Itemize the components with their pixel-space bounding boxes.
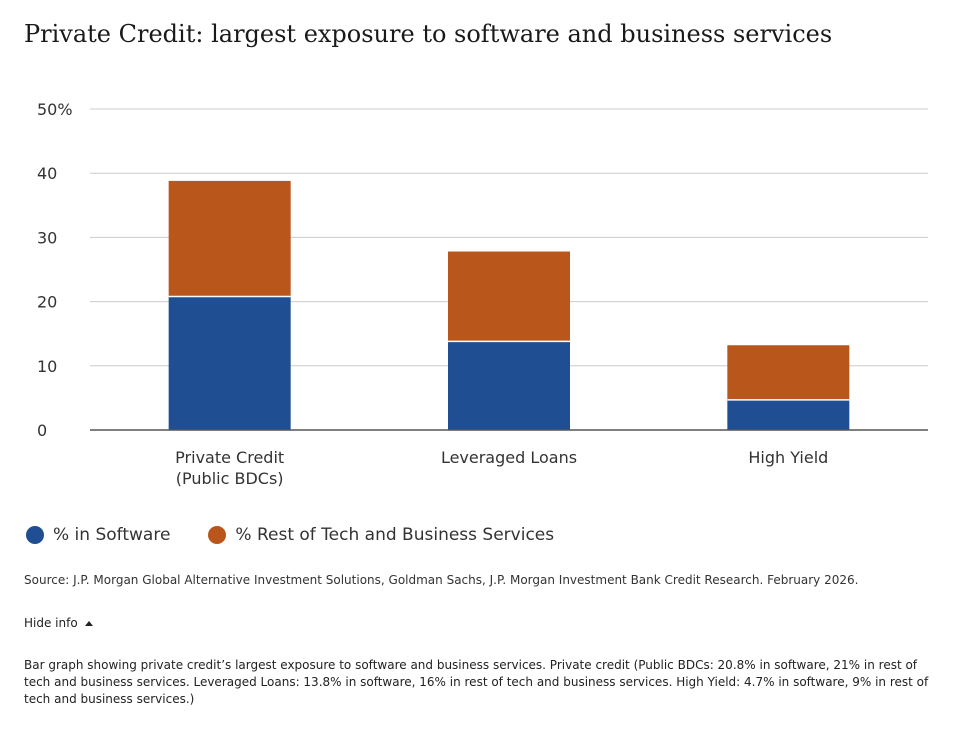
y-tick-label: 0 — [37, 421, 47, 440]
legend-item-rest: % Rest of Tech and Business Services — [208, 525, 554, 545]
legend-label-rest: % Rest of Tech and Business Services — [235, 525, 555, 545]
bar-software — [448, 341, 570, 430]
bar-software — [727, 399, 850, 430]
legend-swatch-software — [26, 526, 44, 544]
bars — [90, 180, 928, 431]
legend-swatch-rest — [208, 526, 227, 544]
x-tick-label: Private Credit — [175, 448, 284, 467]
hide-info-label: Hide info — [24, 616, 78, 630]
y-tick-label: 50% — [37, 100, 73, 119]
source-note: Source: J.P. Morgan Global Alternative I… — [24, 573, 859, 587]
chart-description: Bar graph showing private credit’s large… — [24, 658, 929, 706]
bar-chart: 0 10 20 30 40 50% Private Credit (Public BDCs)… — [37, 100, 928, 488]
caret-up-icon — [84, 620, 93, 626]
legend-item-software: % in Software — [26, 525, 170, 545]
legend: % in Software % Rest of Tech and Busines… — [26, 525, 592, 545]
bar-rest — [727, 345, 850, 400]
chart-title: Private Credit: largest exposure to soft… — [24, 20, 833, 48]
hide-info-toggle[interactable]: Hide info — [24, 616, 93, 630]
bar-rest — [448, 251, 570, 342]
y-axis-ticks: 0 10 20 30 40 50% — [37, 100, 73, 440]
bar-software — [168, 296, 291, 430]
y-tick-label: 40 — [37, 164, 57, 183]
x-tick-label: (Public BDCs) — [176, 469, 284, 488]
y-tick-label: 10 — [37, 357, 57, 376]
x-axis-ticks: Private Credit (Public BDCs) Leveraged Loa… — [175, 448, 828, 488]
y-tick-label: 30 — [37, 228, 57, 247]
x-tick-label: Leveraged Loans — [441, 448, 577, 467]
x-tick-label: High Yield — [748, 448, 828, 467]
legend-label-software: % in Software — [53, 525, 171, 545]
bar-rest — [168, 180, 291, 297]
y-tick-label: 20 — [37, 293, 57, 312]
